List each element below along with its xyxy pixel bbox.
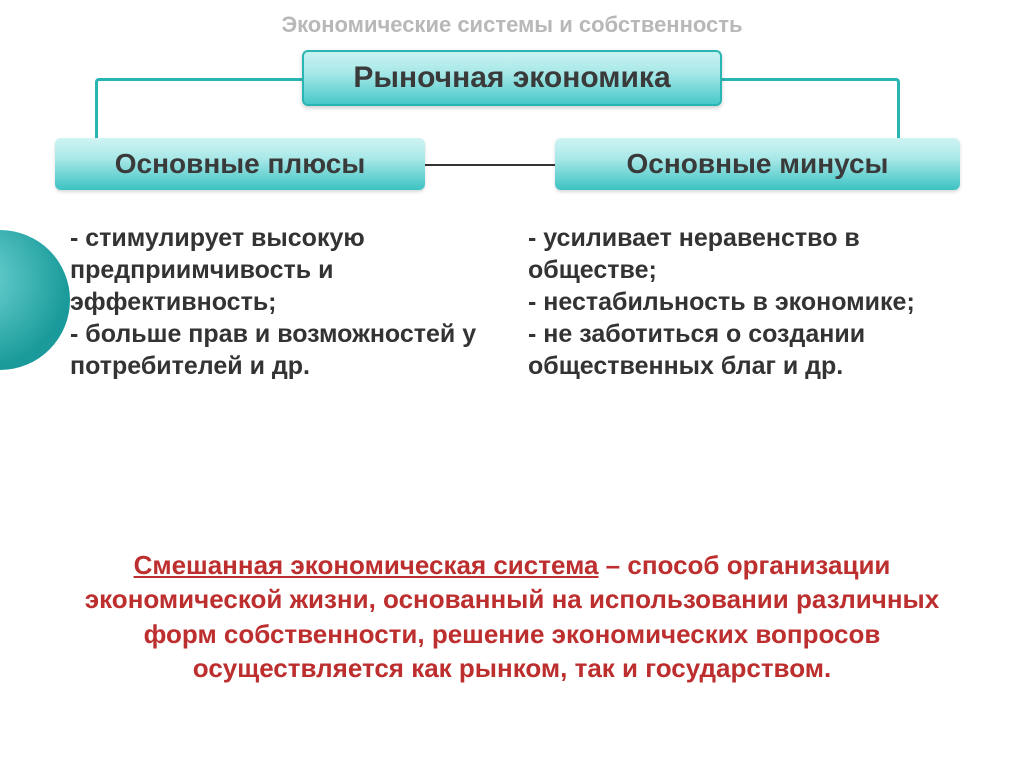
mid-connector-line [425, 164, 555, 166]
footer-underlined: Смешанная экономическая система [134, 550, 599, 580]
page-title: Экономические системы и собственность [0, 0, 1024, 38]
cons-header: Основные минусы [555, 138, 960, 190]
footer-definition: Смешанная экономическая система – способ… [50, 548, 974, 685]
decorative-circle [0, 230, 70, 370]
pros-body: - стимулирует высокую предприимчивость и… [70, 222, 480, 382]
center-node: Рыночная экономика [302, 50, 722, 106]
pros-header: Основные плюсы [55, 138, 425, 190]
cons-body: - усиливает неравенство в обществе;- нес… [528, 222, 968, 382]
